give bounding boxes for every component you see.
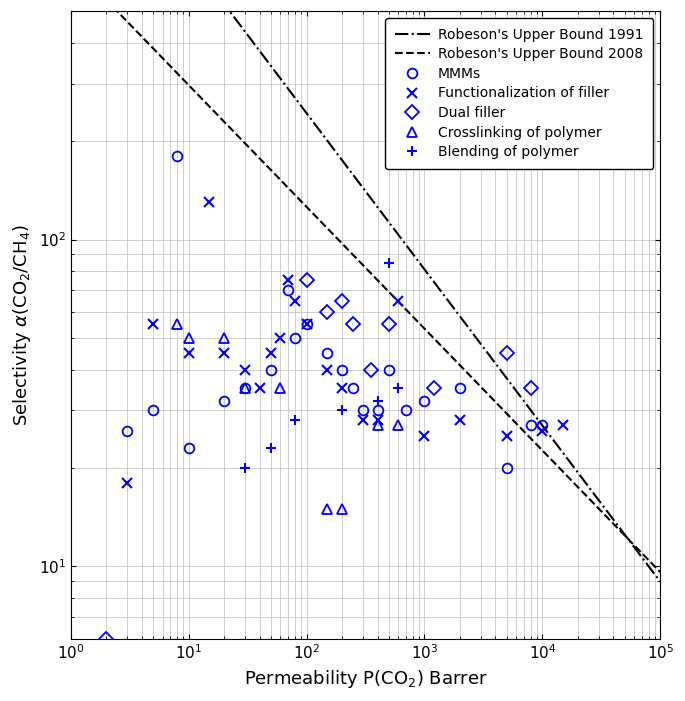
- Robeson's Upper Bound 1991: [418, 261, 426, 270]
- Dual filler: [503, 348, 511, 357]
- MMMs: [284, 286, 292, 294]
- Dual filler: [429, 384, 438, 393]
- MMMs: [359, 406, 367, 414]
- MMMs: [267, 365, 275, 374]
- MMMs: [349, 384, 358, 393]
- Functionalization of filler: [394, 297, 402, 305]
- Functionalization of filler: [123, 479, 131, 487]
- Dual filler: [527, 384, 535, 393]
- Robeson's Upper Bound 1991: [386, 219, 394, 228]
- Crosslinking of polymer: [373, 421, 382, 430]
- Line: Robeson's Upper Bound 2008: Robeson's Upper Bound 2008: [71, 0, 660, 572]
- MMMs: [291, 334, 299, 342]
- Robeson's Upper Bound 1991: [642, 559, 650, 567]
- Y-axis label: Selectivity $\alpha$(CO$_2$/CH$_4$): Selectivity $\alpha$(CO$_2$/CH$_4$): [11, 224, 33, 426]
- Crosslinking of polymer: [323, 505, 332, 513]
- Functionalization of filler: [284, 276, 292, 285]
- MMMs: [123, 426, 131, 435]
- Blending of polymer: [385, 259, 393, 267]
- Legend: Robeson's Upper Bound 1991, Robeson's Upper Bound 2008, MMMs, Functionalization : Robeson's Upper Bound 1991, Robeson's Up…: [385, 18, 653, 169]
- MMMs: [421, 397, 429, 405]
- Robeson's Upper Bound 2008: [550, 458, 558, 467]
- Line: Dual filler: Dual filler: [101, 275, 536, 644]
- Robeson's Upper Bound 2008: [386, 289, 394, 297]
- MMMs: [184, 444, 192, 452]
- Functionalization of filler: [503, 432, 511, 440]
- Functionalization of filler: [291, 297, 299, 305]
- Dual filler: [366, 365, 375, 374]
- Crosslinking of polymer: [338, 505, 346, 513]
- Crosslinking of polymer: [394, 421, 402, 430]
- MMMs: [303, 320, 311, 329]
- Robeson's Upper Bound 1991: [550, 437, 558, 445]
- Crosslinking of polymer: [173, 320, 182, 329]
- Functionalization of filler: [323, 365, 332, 374]
- Robeson's Upper Bound 2008: [656, 568, 664, 576]
- Robeson's Upper Bound 1991: [347, 168, 355, 176]
- Blending of polymer: [394, 384, 402, 393]
- MMMs: [323, 348, 332, 357]
- Crosslinking of polymer: [276, 384, 284, 393]
- Robeson's Upper Bound 2008: [347, 248, 355, 257]
- Dual filler: [303, 276, 311, 285]
- Line: Blending of polymer: Blending of polymer: [240, 258, 403, 472]
- Functionalization of filler: [206, 198, 214, 207]
- Line: MMMs: MMMs: [122, 151, 547, 472]
- Dual filler: [102, 634, 110, 643]
- MMMs: [503, 463, 511, 472]
- Functionalization of filler: [184, 348, 192, 357]
- Crosslinking of polymer: [241, 384, 249, 393]
- Functionalization of filler: [338, 384, 346, 393]
- Blending of polymer: [241, 463, 249, 472]
- Functionalization of filler: [256, 384, 264, 393]
- MMMs: [173, 152, 182, 161]
- Functionalization of filler: [456, 416, 464, 424]
- Dual filler: [323, 308, 332, 316]
- Functionalization of filler: [303, 320, 311, 329]
- Functionalization of filler: [421, 432, 429, 440]
- MMMs: [149, 406, 158, 414]
- MMMs: [402, 406, 410, 414]
- Blending of polymer: [267, 444, 275, 452]
- Blending of polymer: [291, 416, 299, 424]
- Functionalization of filler: [241, 365, 249, 374]
- Functionalization of filler: [559, 421, 567, 430]
- MMMs: [241, 384, 249, 393]
- MMMs: [220, 397, 228, 405]
- Blending of polymer: [373, 397, 382, 405]
- Robeson's Upper Bound 1991: [350, 172, 358, 181]
- Functionalization of filler: [220, 348, 228, 357]
- Crosslinking of polymer: [220, 334, 228, 342]
- Functionalization of filler: [373, 416, 382, 424]
- X-axis label: Permeability P(CO$_2$) Barrer: Permeability P(CO$_2$) Barrer: [244, 668, 487, 690]
- Line: Robeson's Upper Bound 1991: Robeson's Upper Bound 1991: [71, 0, 660, 582]
- Blending of polymer: [338, 406, 346, 414]
- Crosslinking of polymer: [184, 334, 192, 342]
- Robeson's Upper Bound 1991: [656, 578, 664, 586]
- Line: Crosslinking of polymer: Crosslinking of polymer: [173, 320, 403, 514]
- Dual filler: [349, 320, 358, 329]
- Functionalization of filler: [538, 426, 547, 435]
- Functionalization of filler: [359, 416, 367, 424]
- Dual filler: [338, 297, 346, 305]
- MMMs: [373, 406, 382, 414]
- Line: Functionalization of filler: Functionalization of filler: [122, 198, 568, 488]
- Dual filler: [385, 320, 393, 329]
- Functionalization of filler: [267, 348, 275, 357]
- Robeson's Upper Bound 2008: [642, 553, 650, 562]
- MMMs: [527, 421, 535, 430]
- Robeson's Upper Bound 2008: [418, 322, 426, 330]
- Functionalization of filler: [276, 334, 284, 342]
- MMMs: [385, 365, 393, 374]
- MMMs: [456, 384, 464, 393]
- Robeson's Upper Bound 2008: [350, 252, 358, 260]
- MMMs: [338, 365, 346, 374]
- MMMs: [538, 421, 547, 430]
- Functionalization of filler: [149, 320, 158, 329]
